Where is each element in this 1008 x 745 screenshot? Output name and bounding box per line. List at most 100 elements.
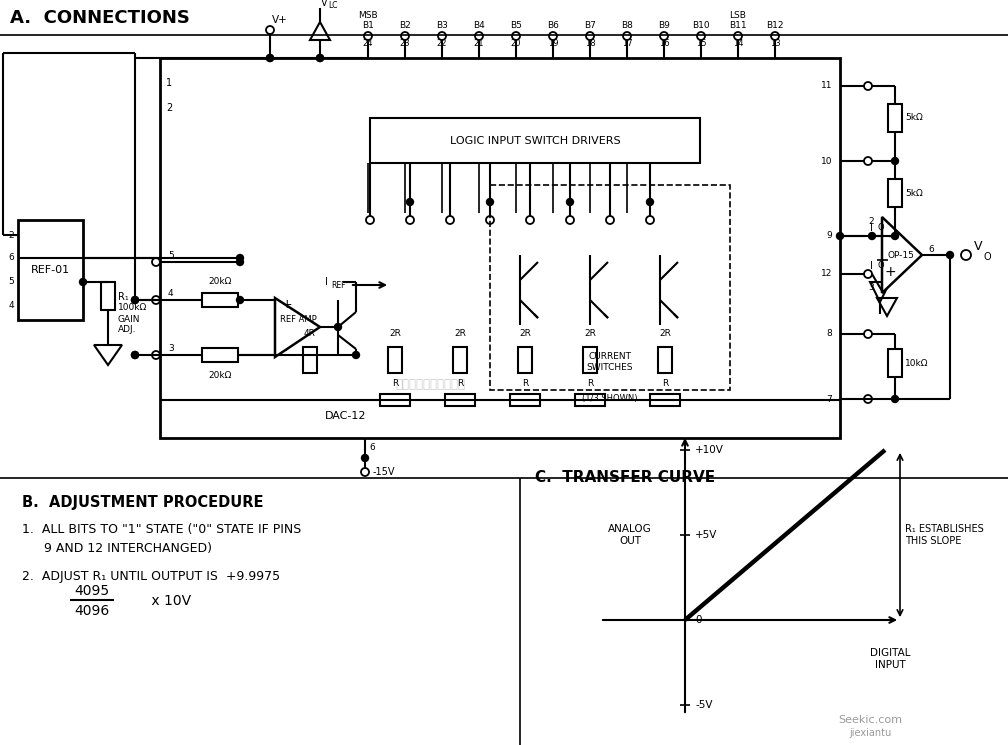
Circle shape: [353, 352, 360, 358]
Circle shape: [266, 54, 273, 62]
Text: 12: 12: [821, 270, 832, 279]
Text: I: I: [870, 261, 873, 271]
Circle shape: [869, 232, 876, 239]
Text: +5V: +5V: [695, 530, 718, 540]
Bar: [490, 185, 730, 390]
Circle shape: [317, 54, 324, 62]
Bar: [370, 118, 700, 163]
Bar: [510, 394, 540, 406]
Text: B6: B6: [547, 21, 559, 30]
Text: 100kΩ: 100kΩ: [118, 303, 147, 312]
Text: CURRENT
SWITCHES: CURRENT SWITCHES: [587, 352, 633, 372]
Circle shape: [891, 232, 898, 239]
Text: 8: 8: [827, 329, 832, 338]
Circle shape: [237, 259, 244, 265]
Text: 14: 14: [733, 39, 743, 48]
Bar: [658, 347, 672, 373]
Text: -15V: -15V: [373, 467, 395, 477]
Text: 2R: 2R: [389, 329, 401, 338]
Text: 4: 4: [168, 289, 173, 298]
Text: R: R: [587, 379, 593, 388]
Text: jiexiantu: jiexiantu: [849, 728, 891, 738]
Text: R₁: R₁: [118, 292, 129, 302]
Text: 10kΩ: 10kΩ: [905, 360, 928, 369]
Text: 17: 17: [622, 39, 632, 48]
Circle shape: [362, 454, 369, 461]
Text: B8: B8: [621, 21, 633, 30]
Text: MSB: MSB: [358, 11, 378, 20]
Circle shape: [131, 352, 138, 358]
Text: 4R: 4R: [304, 329, 316, 338]
Bar: [888, 179, 902, 207]
Text: B5: B5: [510, 21, 522, 30]
Text: 24: 24: [363, 39, 373, 48]
Text: LSB: LSB: [730, 11, 747, 20]
Bar: [583, 347, 597, 373]
Text: 9: 9: [827, 232, 832, 241]
Text: B3: B3: [436, 21, 448, 30]
Text: O: O: [983, 252, 991, 262]
Text: 10: 10: [821, 156, 832, 165]
Text: 13: 13: [770, 39, 780, 48]
Bar: [202, 348, 238, 362]
Text: 2R: 2R: [454, 329, 466, 338]
Text: 6: 6: [928, 244, 933, 253]
Text: R: R: [662, 379, 668, 388]
Text: 2: 2: [8, 230, 14, 239]
Bar: [202, 293, 238, 307]
Circle shape: [837, 232, 844, 239]
Text: 5: 5: [168, 251, 173, 260]
Text: V: V: [321, 0, 328, 8]
Text: V: V: [974, 241, 983, 253]
Text: 19: 19: [547, 39, 558, 48]
Text: DIGITAL
INPUT: DIGITAL INPUT: [870, 648, 910, 670]
Text: O: O: [877, 224, 884, 232]
Bar: [445, 394, 475, 406]
Circle shape: [891, 396, 898, 402]
Text: -5V: -5V: [695, 700, 713, 710]
Text: -: -: [888, 231, 892, 245]
Text: 6: 6: [8, 253, 14, 262]
Polygon shape: [275, 298, 320, 357]
Circle shape: [487, 198, 494, 206]
Text: 5kΩ: 5kΩ: [905, 188, 922, 197]
Circle shape: [406, 198, 413, 206]
Text: B1: B1: [362, 21, 374, 30]
Text: LOGIC INPUT SWITCH DRIVERS: LOGIC INPUT SWITCH DRIVERS: [450, 136, 620, 145]
Text: C.  TRANSFER CURVE: C. TRANSFER CURVE: [535, 470, 715, 485]
Text: DAC-12: DAC-12: [325, 411, 367, 421]
Text: B9: B9: [658, 21, 670, 30]
Text: 2R: 2R: [659, 329, 671, 338]
Text: B.  ADJUSTMENT PROCEDURE: B. ADJUSTMENT PROCEDURE: [22, 495, 263, 510]
Text: 杭州将睢科技有限公司: 杭州将睢科技有限公司: [395, 378, 465, 392]
Text: 5: 5: [8, 277, 14, 287]
Bar: [888, 104, 902, 132]
Text: -: -: [282, 344, 286, 358]
Text: R: R: [522, 379, 528, 388]
Text: I: I: [325, 277, 328, 287]
Text: 21: 21: [474, 39, 484, 48]
Bar: [380, 394, 410, 406]
Circle shape: [566, 198, 574, 206]
Circle shape: [80, 279, 87, 285]
Text: +: +: [884, 265, 896, 279]
Text: REF-01: REF-01: [31, 265, 71, 275]
Text: REF AMP: REF AMP: [279, 314, 317, 323]
Text: B7: B7: [584, 21, 596, 30]
Text: +: +: [282, 297, 292, 311]
Text: 2: 2: [868, 218, 874, 226]
Circle shape: [237, 255, 244, 261]
Text: 11: 11: [821, 81, 832, 90]
Text: R: R: [457, 379, 463, 388]
Bar: [388, 347, 402, 373]
Text: 3: 3: [868, 284, 874, 293]
Bar: [888, 349, 902, 377]
Bar: [575, 394, 605, 406]
Text: 16: 16: [658, 39, 669, 48]
Text: 2: 2: [166, 103, 172, 113]
Text: 4095: 4095: [75, 584, 110, 598]
Text: 20kΩ: 20kΩ: [209, 371, 232, 380]
Text: R: R: [392, 379, 398, 388]
Text: REF: REF: [331, 281, 346, 290]
Text: OP-15: OP-15: [888, 250, 914, 259]
